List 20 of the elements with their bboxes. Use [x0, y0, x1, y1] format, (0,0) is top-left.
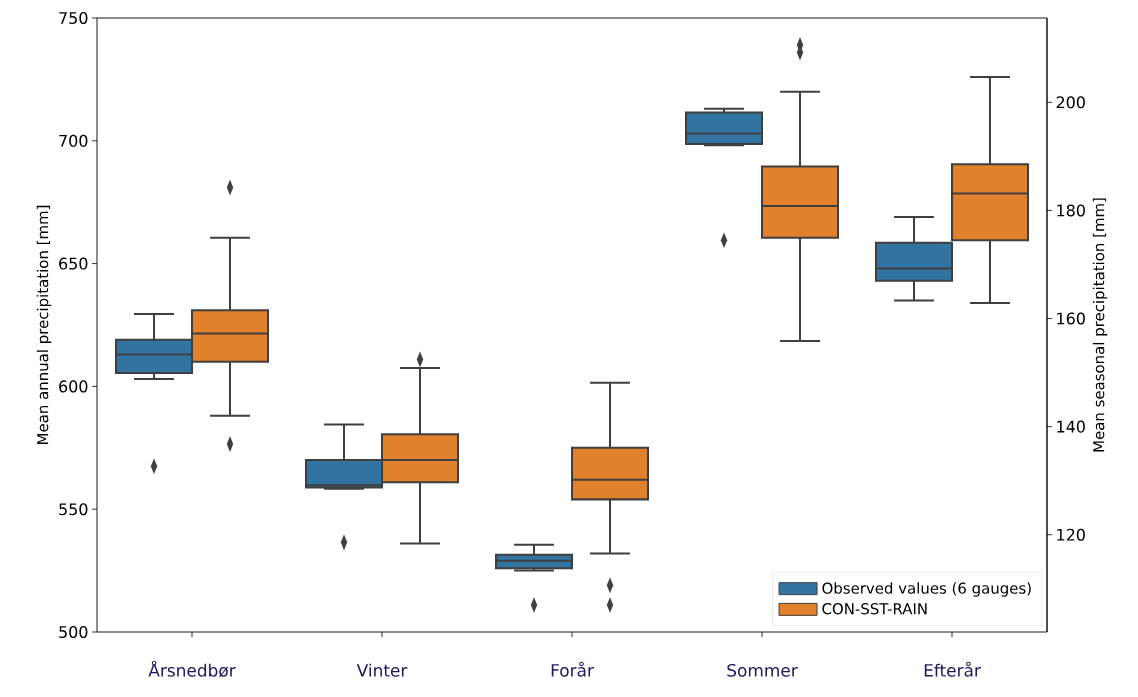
x-tick-label: Vinter: [356, 663, 408, 677]
y-tick-label: 600: [59, 380, 88, 393]
y2-tick-label: 200: [1056, 96, 1085, 109]
y-tick-label: 650: [59, 257, 88, 270]
y2-tick-label: 180: [1057, 204, 1085, 217]
x-tick-label: Årsnedbør: [148, 660, 236, 678]
y2-tick-label: 140: [1057, 420, 1085, 433]
y2-tick-label: 120: [1057, 528, 1085, 541]
x-tick-label: Sommer: [727, 663, 798, 677]
y2-axis-title: Mean seasonal precipitation [mm]: [1092, 198, 1108, 452]
y-tick-label: 500: [59, 625, 88, 639]
y-tick-label: 750: [59, 11, 88, 25]
y-axis-title: Mean annual precipitation [mm]: [36, 205, 52, 444]
y2-tick-label: 160: [1057, 312, 1085, 325]
y-tick-label: 550: [59, 503, 88, 516]
x-tick-label: Efterår: [924, 661, 981, 677]
y-tick-label: 700: [59, 134, 88, 147]
legend-label: CON-SST-RAIN: [822, 603, 927, 615]
x-tick-label: Forår: [551, 661, 594, 677]
legend-label: Observed values (6 gauges): [822, 582, 1031, 597]
